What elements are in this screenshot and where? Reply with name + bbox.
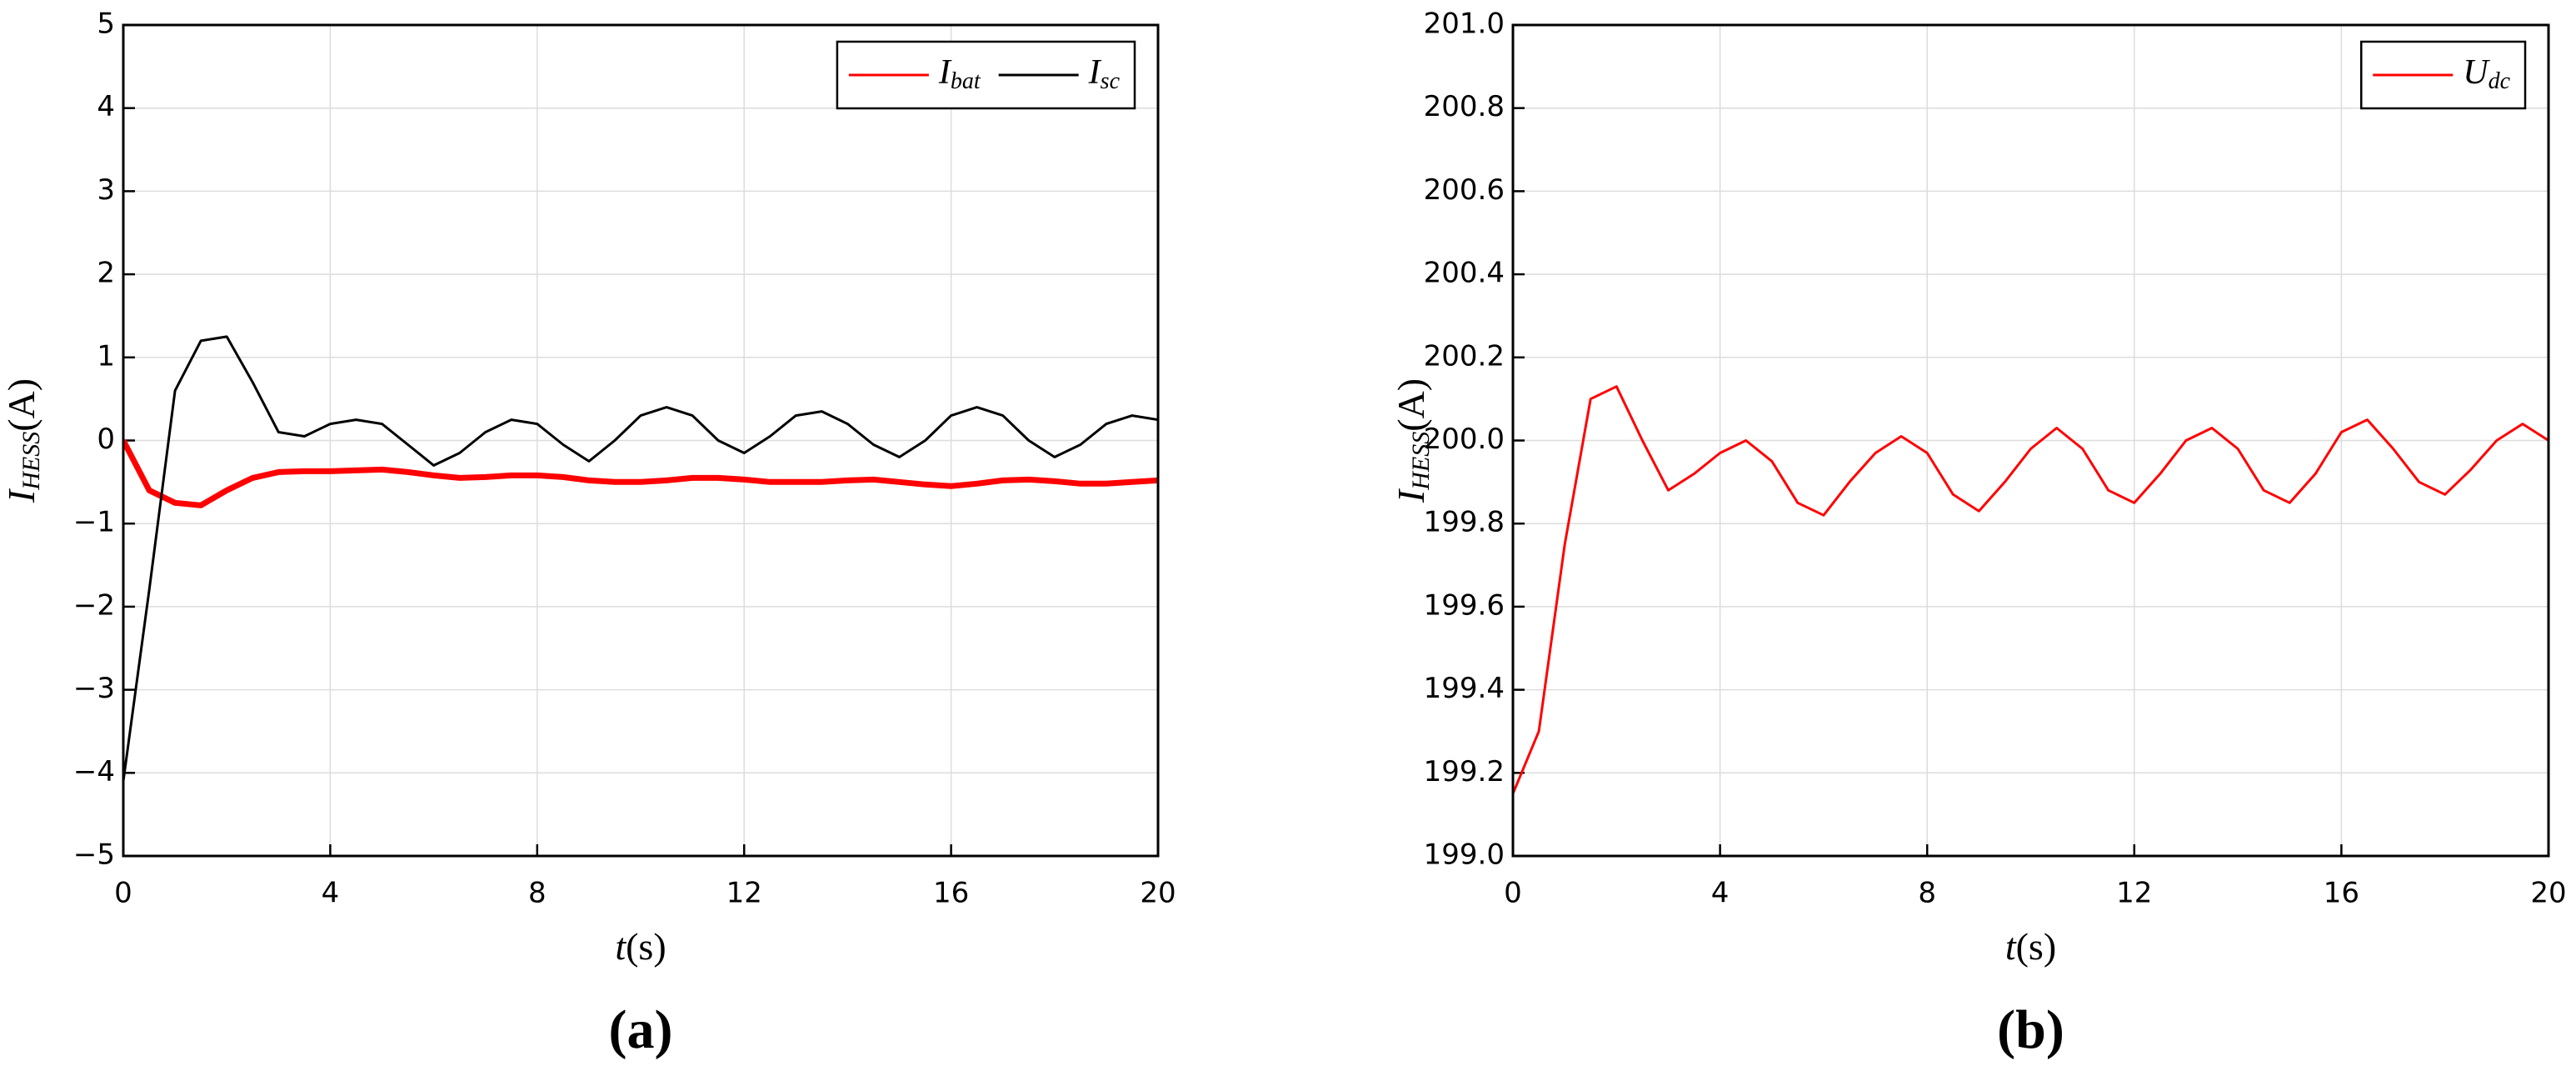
x-tick-label: 0 xyxy=(114,877,132,910)
legend-sub: sc xyxy=(1101,68,1121,94)
y-label-main: I xyxy=(0,488,42,503)
series-line xyxy=(123,438,1158,508)
x-tick-label: 4 xyxy=(1711,877,1730,910)
legend-main: I xyxy=(938,53,952,92)
y-tick-label: −2 xyxy=(73,588,115,622)
y-tick-label: −4 xyxy=(73,755,115,788)
plot-frame xyxy=(122,23,1160,858)
legend: Udc xyxy=(2359,40,2527,110)
y-tick-label: 200.2 xyxy=(1424,339,1505,373)
y-label-sub: HESS xyxy=(1407,432,1435,491)
y-tick-label: −5 xyxy=(73,838,115,872)
y-tick-label: 5 xyxy=(97,8,115,41)
y-label-sub: HESS xyxy=(17,432,45,491)
y-tick-label: 200.0 xyxy=(1424,423,1505,456)
y-tick-label: 3 xyxy=(97,173,115,207)
legend-label: Ibat xyxy=(938,53,981,95)
y-tick-label: 0 xyxy=(97,423,115,456)
y-tick-label: 199.0 xyxy=(1424,838,1505,872)
legend: Ibat Isc xyxy=(836,40,1136,110)
x-tick-label: 16 xyxy=(2324,877,2359,910)
y-axis-label: IHESS(A) xyxy=(1390,378,1435,503)
y-tick-label: 2 xyxy=(97,257,115,290)
legend-sub: dc xyxy=(2489,68,2511,94)
series-line xyxy=(123,335,1158,782)
x-tick-label: 4 xyxy=(322,877,340,910)
y-tick-label: 201.0 xyxy=(1424,8,1505,41)
legend-main: I xyxy=(1088,53,1102,92)
plot-frame xyxy=(1511,23,2550,858)
y-tick-label: 199.8 xyxy=(1424,506,1505,539)
x-tick-label: 12 xyxy=(2116,877,2152,910)
x-tick-label: 8 xyxy=(528,877,547,910)
y-tick-label: 199.2 xyxy=(1424,755,1505,788)
y-tick-label: 199.4 xyxy=(1424,672,1505,705)
x-axis-label: t(s) xyxy=(615,925,666,968)
legend-sub: bat xyxy=(951,68,981,94)
y-label-unit: (A) xyxy=(0,378,42,432)
caption: (b) xyxy=(1997,999,2064,1060)
caption: (a) xyxy=(609,999,673,1060)
x-tick-label: 16 xyxy=(933,877,969,910)
x-label-main: t xyxy=(615,925,627,968)
legend-main: U xyxy=(2463,53,2490,92)
y-axis-label: IHESS(A) xyxy=(0,378,45,503)
x-label-main: t xyxy=(2005,925,2017,968)
x-tick-label: 0 xyxy=(1504,877,1522,910)
x-tick-label: 20 xyxy=(2530,877,2566,910)
y-tick-label: −3 xyxy=(73,672,115,705)
series-line xyxy=(1513,385,2549,794)
y-tick-label: 4 xyxy=(97,90,115,123)
legend-label: Isc xyxy=(1088,53,1121,95)
x-tick-label: 8 xyxy=(1918,877,1936,910)
y-tick-label: −1 xyxy=(73,506,115,539)
legend-label: Udc xyxy=(2463,53,2510,95)
x-label-unit: (s) xyxy=(626,925,666,968)
chart: 199.0 199.2 199.4 199.6 199.8 200.0 200.2 200.4… xyxy=(1390,8,2567,1061)
y-tick-label: 200.8 xyxy=(1424,90,1505,123)
y-tick-label: 199.6 xyxy=(1424,588,1505,622)
y-tick-label: 200.6 xyxy=(1424,173,1505,207)
y-label-unit: (A) xyxy=(1390,378,1432,432)
y-label-main: I xyxy=(1390,488,1432,503)
y-tick-label: 1 xyxy=(97,339,115,373)
x-axis-label: t(s) xyxy=(2005,925,2056,968)
x-tick-label: 12 xyxy=(726,877,762,910)
x-tick-label: 20 xyxy=(1140,877,1176,910)
x-label-unit: (s) xyxy=(2016,925,2057,968)
y-tick-label: 200.4 xyxy=(1424,257,1505,290)
